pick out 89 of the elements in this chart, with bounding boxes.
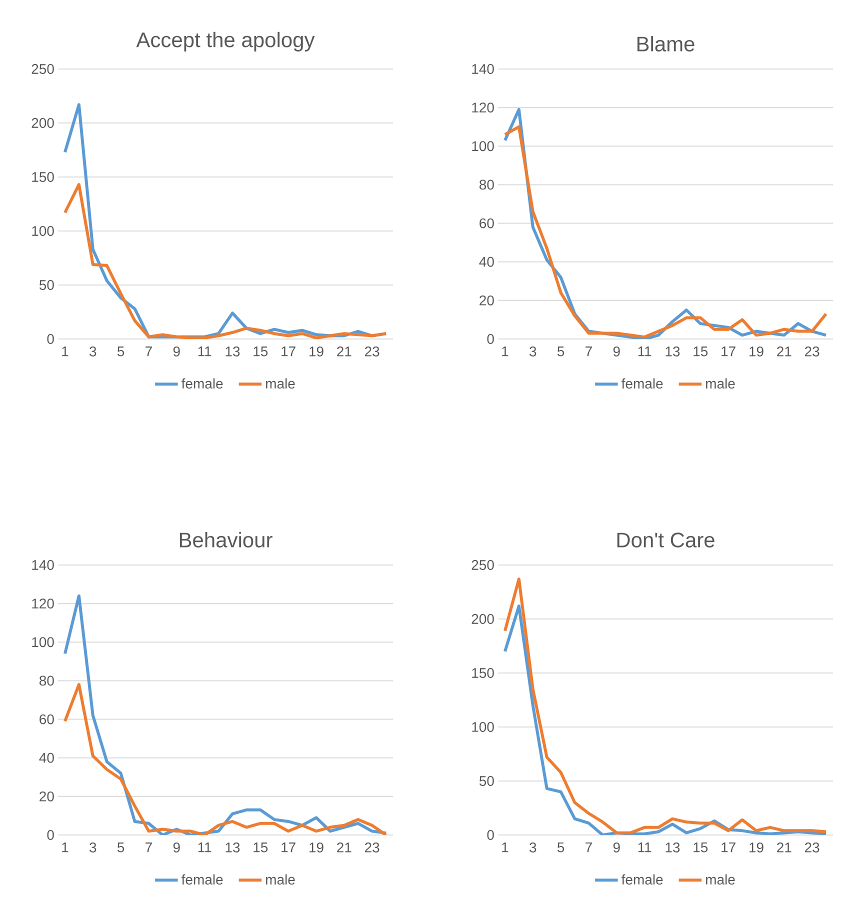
x-tick-label: 1 (62, 346, 68, 356)
legend-label: male (266, 874, 295, 885)
x-tick-label: 1 (502, 346, 508, 356)
x-tick-label: 7 (586, 842, 592, 852)
x-tick-label: 19 (310, 842, 324, 852)
x-tick-label: 17 (722, 346, 736, 356)
y-tick-label: 200 (32, 118, 54, 128)
x-tick-label: 15 (694, 346, 708, 356)
y-tick-label: 100 (32, 637, 54, 648)
x-tick-label: 17 (282, 842, 296, 852)
x-tick-label: 5 (117, 842, 124, 852)
y-tick-label: 0 (47, 334, 54, 344)
legend-label: female (622, 378, 663, 389)
x-tick-label: 3 (90, 842, 96, 852)
x-tick-label: 1 (502, 842, 508, 852)
y-tick-label: 120 (472, 102, 494, 113)
x-tick-label: 5 (557, 842, 564, 852)
x-tick-label: 7 (146, 842, 152, 852)
x-tick-label: 17 (282, 346, 296, 356)
x-tick-label: 15 (694, 842, 708, 852)
x-tick-label: 13 (226, 842, 240, 852)
x-tick-label: 9 (173, 346, 180, 356)
x-tick-label: 21 (337, 346, 352, 356)
x-tick-label: 7 (586, 346, 592, 356)
y-tick-label: 80 (480, 180, 494, 190)
y-tick-label: 200 (472, 614, 494, 624)
x-tick-label: 13 (226, 346, 240, 356)
x-tick-label: 19 (750, 346, 764, 356)
y-tick-label: 120 (32, 598, 54, 609)
y-tick-label: 0 (487, 334, 494, 344)
y-tick-label: 150 (32, 172, 54, 182)
y-tick-label: 0 (487, 830, 494, 840)
x-tick-label: 9 (173, 842, 180, 852)
x-tick-label: 21 (777, 346, 792, 356)
chart-title: Blame (637, 36, 694, 52)
y-tick-label: 20 (480, 295, 494, 306)
y-tick-label: 140 (32, 560, 54, 570)
legend-label: female (182, 378, 223, 389)
x-tick-label: 21 (337, 842, 352, 852)
y-tick-label: 100 (472, 141, 494, 152)
x-tick-label: 5 (117, 346, 124, 356)
x-tick-label: 23 (804, 346, 820, 356)
y-tick-label: 60 (480, 218, 494, 228)
x-tick-label: 15 (254, 842, 268, 852)
x-tick-label: 1 (62, 842, 68, 852)
chart-title: Behaviour (180, 532, 272, 548)
line-series (63, 683, 388, 835)
x-tick-label: 5 (557, 346, 564, 356)
y-tick-label: 40 (39, 752, 54, 763)
y-tick-label: 250 (472, 560, 494, 570)
x-tick-label: 3 (530, 842, 536, 852)
x-tick-label: 3 (530, 346, 536, 356)
y-tick-label: 60 (40, 714, 54, 724)
y-tick-label: 100 (472, 722, 494, 732)
x-tick-label: 23 (364, 842, 380, 852)
legend-label: female (622, 874, 663, 885)
x-tick-label: 15 (254, 346, 268, 356)
x-tick-label: 9 (613, 842, 620, 852)
x-tick-label: 11 (638, 842, 652, 852)
y-tick-label: 80 (40, 676, 54, 686)
legend-label: male (706, 874, 735, 885)
legend-label: female (182, 874, 223, 885)
x-tick-label: 19 (750, 842, 764, 852)
x-tick-label: 11 (198, 346, 212, 356)
y-tick-label: 50 (479, 776, 494, 786)
y-tick-label: 40 (479, 256, 494, 267)
x-tick-label: 11 (198, 842, 212, 852)
legend-label: male (266, 378, 295, 389)
x-tick-label: 11 (638, 346, 652, 356)
y-tick-label: 0 (47, 830, 54, 840)
x-tick-label: 17 (722, 842, 736, 852)
chart-title: Accept the apology (136, 32, 315, 52)
x-tick-label: 7 (146, 346, 152, 356)
x-tick-label: 13 (666, 346, 680, 356)
y-tick-label: 250 (32, 64, 54, 74)
chart-title: Don't Care (617, 532, 714, 548)
x-tick-label: 3 (90, 346, 96, 356)
x-tick-label: 9 (613, 346, 620, 356)
y-tick-label: 150 (472, 668, 494, 678)
y-tick-label: 140 (472, 64, 494, 74)
y-tick-label: 50 (39, 280, 54, 290)
x-tick-label: 13 (666, 842, 680, 852)
x-tick-label: 23 (364, 346, 380, 356)
x-tick-label: 19 (310, 346, 324, 356)
x-tick-label: 23 (804, 842, 820, 852)
x-tick-label: 21 (777, 842, 792, 852)
y-tick-label: 100 (32, 226, 54, 236)
y-tick-label: 20 (40, 791, 54, 802)
legend-label: male (706, 378, 735, 389)
